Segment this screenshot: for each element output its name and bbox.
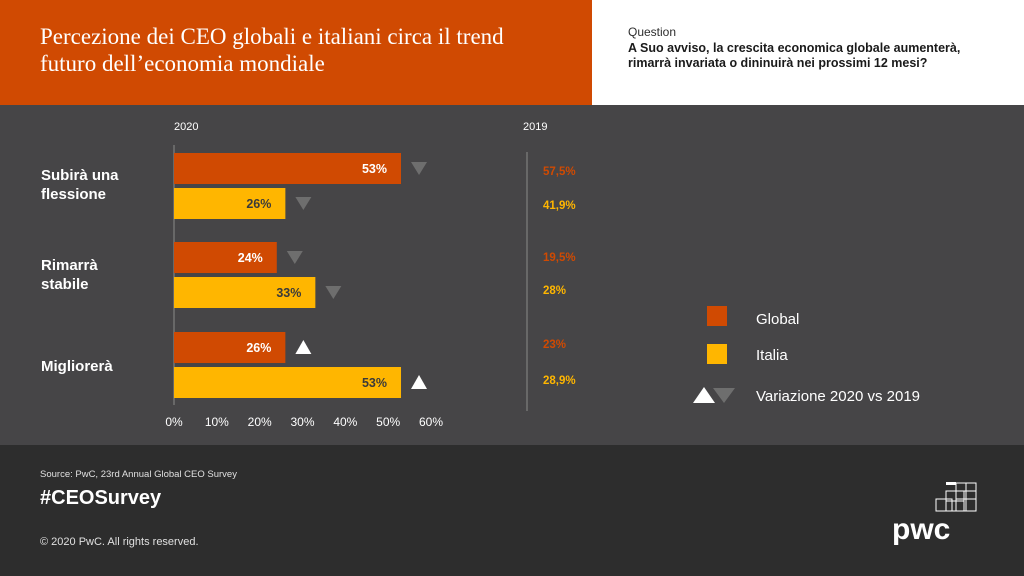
- column-header-2020: 2020: [174, 121, 198, 133]
- down-triangle-icon: [286, 251, 303, 264]
- copyright-text: © 2020 PwC. All rights reserved.: [40, 536, 199, 548]
- data-label: 53%: [362, 376, 387, 390]
- x-tick-label: 30%: [290, 415, 314, 429]
- x-tick-label: 60%: [419, 415, 443, 429]
- footer: Source: PwC, 23rd Annual Global CEO Surv…: [0, 445, 1024, 576]
- bar-global: [174, 242, 277, 273]
- source-text: Source: PwC, 23rd Annual Global CEO Surv…: [40, 469, 237, 480]
- x-tick-label: 10%: [205, 415, 229, 429]
- bar-italia: [174, 277, 316, 308]
- bar-global: [174, 332, 286, 363]
- question-text: A Suo avviso, la crescita economica glob…: [628, 41, 961, 70]
- down-triangle-icon: [411, 162, 428, 175]
- page-title: Percezione dei CEO globali e italiani ci…: [40, 24, 504, 76]
- up-triangle-icon: [295, 340, 312, 354]
- down-triangle-icon: [325, 286, 342, 299]
- category-label: Rimarrà: [41, 257, 98, 274]
- value-2019-italia: 28%: [543, 285, 566, 297]
- legend-label-italia: Italia: [756, 347, 788, 364]
- legend-swatch-italia: [707, 344, 727, 364]
- x-tick-label: 0%: [165, 415, 183, 429]
- question-panel: Question A Suo avviso, la crescita econo…: [592, 0, 1024, 105]
- data-label: 53%: [362, 162, 387, 176]
- data-label: 26%: [246, 197, 271, 211]
- value-2019-global: 57,5%: [543, 166, 576, 178]
- bar-italia: [174, 367, 402, 398]
- value-2019-italia: 28,9%: [543, 375, 576, 387]
- category-label: stabile: [41, 276, 89, 293]
- pwc-logo: pwc: [892, 482, 977, 546]
- category-label: flessione: [41, 186, 106, 203]
- value-2019-global: 23%: [543, 339, 566, 351]
- category-label: Migliorerà: [41, 358, 113, 375]
- value-2019-italia: 41,9%: [543, 200, 576, 212]
- legend-label-global: Global: [756, 311, 799, 328]
- data-label: 26%: [246, 341, 271, 355]
- x-tick-label: 50%: [376, 415, 400, 429]
- x-tick-label: 40%: [333, 415, 357, 429]
- bar-italia: [174, 188, 286, 219]
- value-2019-global: 19,5%: [543, 252, 576, 264]
- title-banner: Percezione dei CEO globali e italiani ci…: [0, 0, 592, 105]
- legend-label-variation: Variazione 2020 vs 2019: [756, 388, 920, 405]
- up-triangle-icon: [411, 375, 428, 389]
- data-label: 33%: [276, 286, 301, 300]
- bar-global: [174, 153, 402, 184]
- x-tick-label: 20%: [248, 415, 272, 429]
- column-header-2019: 2019: [523, 121, 547, 133]
- legend-down-triangle-icon: [713, 388, 735, 403]
- legend-swatch-global: [707, 306, 727, 326]
- down-triangle-icon: [295, 197, 312, 210]
- hashtag: #CEOSurvey: [40, 487, 162, 509]
- bar-chart: 2020 2019 Subirà una flessione Rimarrà stabil…: [41, 121, 920, 429]
- legend-up-triangle-icon: [693, 387, 715, 403]
- question-label: Question: [628, 25, 677, 39]
- chart-area: 2020 2019 Subirà una flessione Rimarrà stabil…: [0, 105, 1024, 445]
- pwc-logo-text: pwc: [892, 513, 950, 546]
- data-label: 24%: [238, 251, 263, 265]
- category-label: Subirà una: [41, 167, 119, 184]
